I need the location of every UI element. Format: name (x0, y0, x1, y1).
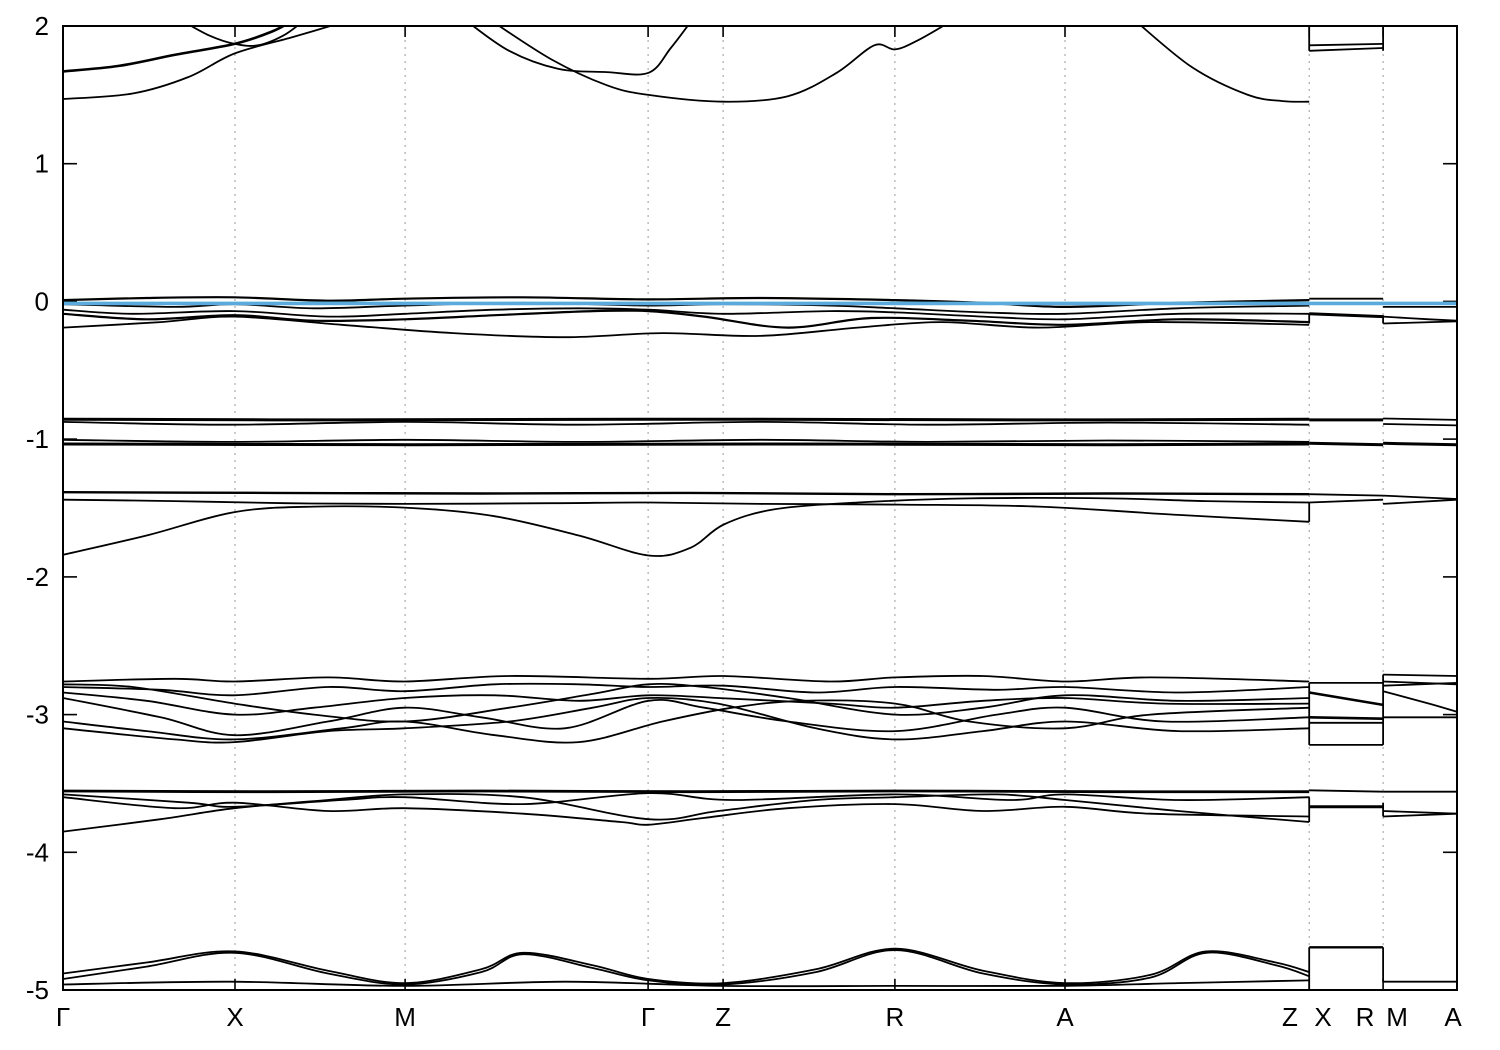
band-line (1383, 673, 1457, 677)
y-tick-label: -3 (26, 700, 49, 730)
y-tick-label: 2 (35, 11, 49, 41)
plot-border (62, 25, 1458, 991)
band-line (1383, 441, 1457, 447)
band-line (1308, 691, 1384, 707)
band-line (1309, 493, 1384, 497)
band-line (63, 674, 1310, 683)
kpoint-label: R (1356, 1002, 1375, 1032)
kpoint-label: X (226, 1002, 243, 1032)
band-line (1309, 441, 1384, 447)
band-line (63, 789, 1310, 794)
band-line (1140, 26, 1310, 103)
kpoint-label: Z (1282, 1002, 1298, 1032)
band-line (63, 979, 1310, 988)
band-line (1383, 494, 1457, 500)
band-line (1383, 498, 1457, 505)
band-line (1309, 312, 1384, 319)
y-tick-labels: 2 1 0 -1 -2 -3 -4 -5 (26, 11, 49, 1005)
y-tick-label: -5 (26, 975, 49, 1005)
band-line (1383, 810, 1457, 815)
kpoint-label: A (1056, 1002, 1074, 1032)
band-line (1309, 789, 1384, 793)
kpoint-label: Γ (56, 1002, 70, 1032)
band-line (63, 307, 1310, 321)
band-line (1383, 315, 1457, 322)
band-discontinuity-lines (1308, 26, 1384, 990)
band-line (1382, 690, 1457, 713)
band-line (1383, 423, 1457, 427)
kpoint-label: M (1386, 1002, 1408, 1032)
band-line (63, 682, 1310, 697)
band-line (63, 947, 1310, 985)
band-line (63, 26, 334, 100)
band-line (63, 309, 1310, 329)
band-line (63, 697, 1310, 737)
band-line (63, 417, 1310, 422)
kpoint-label: Z (715, 1002, 731, 1032)
band-line (189, 26, 299, 47)
kpoint-label: A (1444, 1002, 1462, 1032)
band-line (63, 792, 1310, 808)
kpoint-label: M (394, 1002, 416, 1032)
band-line (1309, 498, 1384, 504)
y-tick-label: -2 (26, 562, 49, 592)
band-line (63, 696, 1310, 744)
band-line (63, 296, 1310, 309)
band-line (63, 498, 1310, 523)
y-tick-label: 1 (35, 149, 49, 179)
band-line (1309, 47, 1384, 52)
kpoint-label: X (1314, 1002, 1331, 1032)
band-line (63, 691, 1310, 716)
band-line (1309, 43, 1384, 47)
band-line (63, 491, 1310, 496)
band-line (1383, 682, 1457, 687)
band-line (471, 26, 689, 76)
band-line (1383, 417, 1457, 421)
band-line (63, 793, 1310, 833)
band-line (63, 699, 1310, 744)
band-line (63, 442, 1310, 447)
band-lines (63, 26, 1457, 988)
y-tick-label: -1 (26, 424, 49, 454)
y-tick-label: -4 (26, 837, 49, 867)
band-line (63, 438, 1310, 443)
band-line (63, 26, 287, 73)
kpoint-label: Γ (641, 1002, 655, 1032)
band-line (63, 315, 1310, 339)
band-line (497, 26, 945, 103)
kpoint-label: R (886, 1002, 905, 1032)
band-line (1383, 320, 1457, 325)
y-tick-label: 0 (35, 286, 49, 316)
band-line (63, 420, 1310, 426)
band-line (63, 682, 1310, 723)
band-line (1309, 716, 1384, 720)
band-line (1383, 812, 1457, 818)
band-line (63, 497, 1310, 557)
